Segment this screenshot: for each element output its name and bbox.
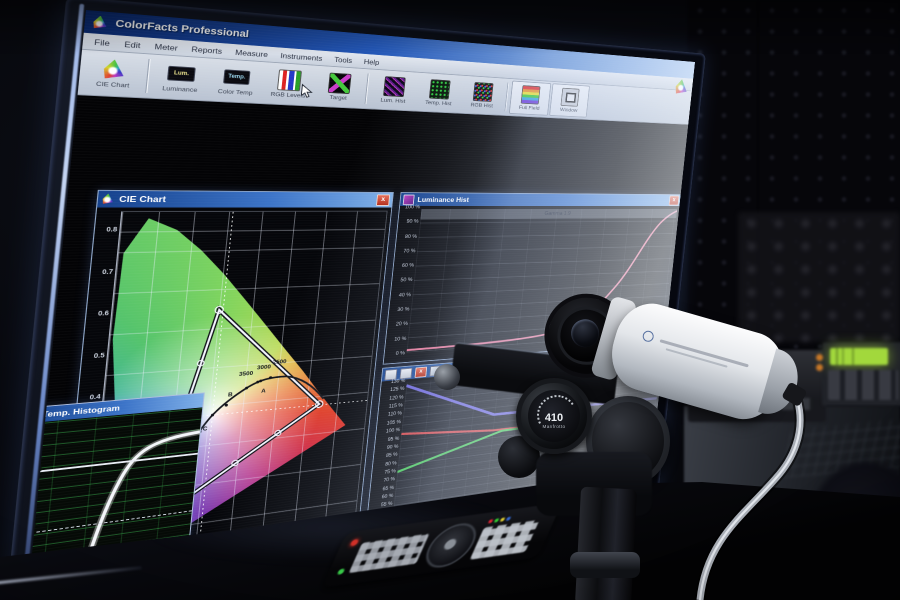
axis-tick: 70 %: [403, 248, 416, 255]
toolbar-separator: [504, 82, 510, 112]
minimize-icon[interactable]: [399, 367, 413, 379]
gamma-annotation: Gamma 1.9: [420, 208, 678, 220]
rgb-hist-icon: [472, 82, 494, 102]
toolbar-button-color-temp[interactable]: Temp. Color Temp: [208, 60, 264, 101]
target-icon: [327, 72, 352, 95]
menu-item[interactable]: Edit: [123, 39, 141, 50]
locus-label: 3000: [256, 364, 272, 372]
menu-item[interactable]: Help: [363, 56, 380, 67]
axis-tick: 0.8: [106, 226, 118, 234]
toolbar-button-target[interactable]: Target: [314, 68, 365, 107]
tripod-column: [574, 486, 638, 600]
axis-tick: 0.5: [93, 352, 105, 360]
cie-chart-icon: [101, 194, 115, 205]
axis-tick: 10 %: [393, 335, 407, 343]
remote-dpad: [418, 520, 484, 571]
lum-window-titlebar[interactable]: Luminance Hist x: [400, 192, 682, 207]
toolbar-separator: [145, 58, 151, 94]
menu-item[interactable]: File: [93, 36, 111, 48]
toolbar-button-lum-hist[interactable]: Lum. Hist: [370, 71, 418, 109]
remote-button-grid: [469, 519, 540, 560]
luminance-icon: Lum.: [166, 65, 196, 82]
axis-tick: 0 %: [395, 350, 406, 357]
toolbar-button-full-field[interactable]: Full Field: [508, 80, 552, 116]
axis-tick: 0.6: [97, 310, 110, 318]
axis-tick: 130 %: [390, 378, 406, 385]
remote-button-grid: [348, 533, 430, 574]
axis-tick: 75 %: [384, 469, 397, 476]
cie-window-titlebar[interactable]: CIE Chart x: [97, 190, 393, 208]
illuminant-label: A: [260, 388, 266, 395]
colorfacts-app-icon: [91, 15, 109, 30]
white-point-crosshair-v: [200, 212, 234, 543]
axis-tick: 125 %: [389, 386, 405, 393]
axis-tick: 90 %: [406, 218, 419, 225]
plate-knob: [434, 364, 460, 390]
close-icon[interactable]: x: [414, 366, 428, 378]
menu-item[interactable]: Instruments: [280, 50, 323, 63]
window-icon: [560, 87, 580, 107]
axis-tick: 120 %: [388, 395, 404, 402]
axis-tick: 20 %: [395, 321, 409, 328]
toolbar-button-cie-chart[interactable]: CIE Chart: [82, 52, 144, 95]
locus-point-dots: [198, 376, 273, 434]
menu-item[interactable]: Tools: [333, 54, 353, 65]
axis-tick: 100 %: [385, 427, 401, 435]
toolbar-button-temp-hist[interactable]: Temp. Hist: [416, 74, 462, 111]
illuminant-label: B: [227, 391, 233, 399]
menu-item[interactable]: Reports: [191, 44, 223, 56]
axis-tick: 70 %: [383, 477, 396, 484]
color-temp-icon: Temp.: [223, 69, 251, 85]
axis-tick: 40 %: [398, 291, 412, 299]
locus-label: 2500: [272, 358, 287, 366]
full-field-icon: [520, 85, 541, 105]
cie-chart-icon: [101, 59, 128, 81]
toolbar-separator: [364, 73, 370, 105]
lum-hist-icon: [402, 194, 415, 205]
axis-tick: 80 %: [384, 460, 397, 468]
close-icon[interactable]: x: [376, 194, 391, 206]
pattern-generator: [816, 342, 900, 406]
toolbar-button-rgb-hist[interactable]: RGB Hist: [460, 77, 504, 113]
minolta-logo-icon: [641, 329, 656, 344]
remote-ok-button: [442, 538, 458, 551]
axis-tick: 80 %: [404, 233, 418, 240]
remote-power-button: [349, 538, 360, 547]
axis-tick: 100 %: [404, 204, 421, 210]
axis-tick: 110 %: [387, 411, 403, 418]
menu-item[interactable]: Meter: [154, 41, 179, 53]
lcd-display: [830, 348, 888, 365]
rgb-levels-icon: [276, 69, 302, 92]
axis-tick: 60 %: [401, 262, 415, 269]
toolbar-button-window[interactable]: Window: [549, 83, 590, 118]
axis-tick: 65 %: [382, 485, 395, 492]
axis-tick: 60 %: [381, 493, 394, 501]
axis-tick: 95 %: [387, 436, 400, 443]
remote-green-button: [336, 568, 346, 575]
tripod-collar: [570, 552, 640, 578]
axis-tick: 50 %: [400, 277, 413, 284]
close-icon[interactable]: x: [668, 195, 680, 206]
axis-tick: 115 %: [388, 403, 403, 410]
menu-item[interactable]: Measure: [234, 47, 269, 59]
axis-tick: 30 %: [397, 306, 410, 313]
locus-label: 3500: [238, 370, 254, 378]
axis-tick: 105 %: [386, 419, 402, 427]
axis-tick: 85 %: [385, 452, 398, 459]
temp-hist-icon: [428, 79, 451, 100]
axis-tick: 0.7: [101, 268, 114, 276]
keypad: [828, 370, 898, 400]
mouse-cursor: [300, 84, 314, 99]
probe-label-line: [659, 339, 749, 368]
toolbar-button-luminance[interactable]: Lum. Luminance: [151, 57, 210, 99]
restore-icon[interactable]: [384, 368, 398, 381]
oscilloscope-panel: [738, 212, 900, 342]
lum-hist-icon: [383, 76, 406, 98]
illuminant-label: C: [202, 425, 208, 433]
axis-tick: 90 %: [386, 444, 399, 451]
